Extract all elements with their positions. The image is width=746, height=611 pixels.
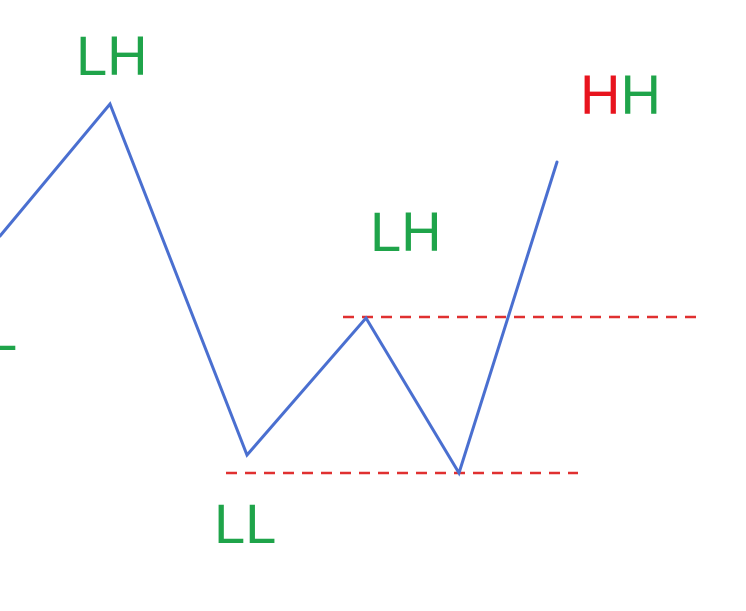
lower-low-label: LL <box>214 492 276 555</box>
higher-high-label-second-letter: H <box>620 63 660 126</box>
lower-high-label-1: LH <box>76 24 148 87</box>
low-label: L <box>0 299 17 362</box>
lower-high-label-2: LH <box>370 200 442 263</box>
price-swing-line <box>0 101 559 477</box>
higher-high-label: HH <box>580 63 661 126</box>
higher-high-label-first-letter: H <box>580 63 620 126</box>
